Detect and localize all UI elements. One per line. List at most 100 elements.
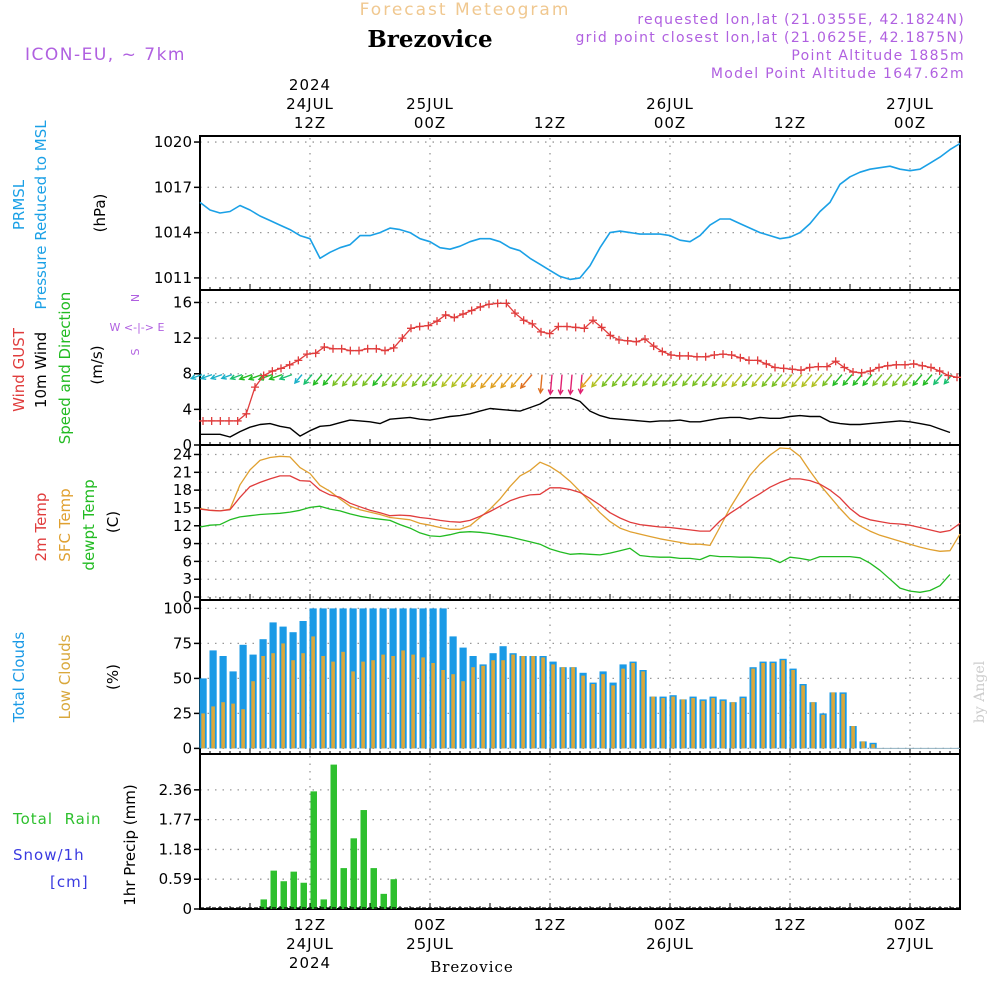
compass-n: N [129,294,142,302]
precip-panel: 0 0.59 1.18 1.77 2.36 [159,753,961,918]
wind-arrow-head [872,380,878,387]
low-cloud-bar [201,713,205,749]
time-label: 12Z [294,916,326,934]
gust-marker [285,360,294,369]
wind-arrow [569,374,573,395]
y-tick-label: 9 [182,535,192,553]
wind-arrow-head [460,381,467,389]
wind-arrow-head [580,382,587,389]
low-cloud-bar [601,674,605,749]
wind-arrow-head [322,379,329,387]
wind-arrow [902,374,913,386]
wind-arrow [622,374,633,387]
total-clouds-label: Total Clouds [10,632,28,724]
gust-marker [519,316,528,325]
low-cloud-bar [441,670,445,749]
wind-arrow-head [711,381,718,388]
rain-bar [330,764,337,909]
precip-unit-label: 1hr Precip (mm) [121,784,139,905]
sfc-temp-line [199,447,961,552]
temp-unit-label: (C) [104,511,122,533]
gust-marker [823,362,831,371]
gust-marker [641,334,649,343]
wind-arrow [441,374,453,387]
y-tick-label: 1011 [154,269,192,287]
gust-marker [381,346,389,355]
point-altitude: Point Altitude 1885m [791,48,965,64]
wind-arrow-head [912,380,919,387]
gust-marker [415,322,424,331]
gust-marker [788,365,797,374]
time-label: 12Z [534,916,566,934]
wind-arrow-head [401,381,408,388]
low-cloud-bar [531,656,535,749]
wind-arrow [751,374,763,387]
snow-unit-label: [cm] [50,873,89,891]
low-cloud-bar [361,661,365,749]
time-label: 00Z [414,916,446,934]
low-cloud-bar [291,660,295,749]
y-tick-label: 12 [173,329,192,347]
y-tick-label: 1014 [154,224,192,242]
gust-marker [433,317,441,326]
wind-arrow [611,374,623,387]
y-tick-label: 6 [182,552,192,570]
gust-marker [658,347,667,356]
time-label: 2024 [289,76,331,94]
gust-marker [251,383,259,392]
gust-marker [684,351,693,360]
gust-marker [667,351,675,360]
rain-bar [340,868,347,909]
wind-arrow-head [238,374,245,381]
gust-marker [563,322,571,331]
wind-arrow-head [411,380,418,388]
wind-arrow-head [451,381,457,388]
location-title: Brezovice [367,26,492,53]
wind-arrow [842,374,853,386]
wind-arrow-head [922,379,929,387]
gust-marker [615,335,623,344]
low-cloud-bar [861,741,865,749]
wind-arrow-head [601,381,608,388]
wind-arrow [601,374,613,387]
wind-arrow [761,374,773,387]
rain-bar [300,882,307,909]
wind-arrow [822,374,833,386]
rain-bar [280,881,287,909]
gust-marker [892,360,901,369]
low-cloud-bar [751,668,755,749]
gust-marker [632,337,641,346]
pressure-unit-label: (hPa) [91,194,109,233]
wind-arrow [221,373,233,379]
gust-marker [476,302,485,311]
wind-arrow [652,374,663,387]
wind-arrow-head [490,382,496,389]
gust-marker [571,323,580,332]
y-tick-label: 25 [173,704,192,722]
rain-bar [360,810,367,909]
gust-marker [719,350,727,359]
wind-arrow [520,374,533,389]
wind-arrow-head [811,381,818,388]
time-label: 12Z [774,114,806,132]
gust-marker [459,310,467,319]
rain-bar [320,899,327,909]
rain-bar [350,838,357,909]
model-altitude: Model Point Altitude 1647.62m [711,66,965,82]
gust-marker [528,319,537,328]
low-cloud-bar [271,653,275,749]
wind-arrow [201,373,213,380]
wind-arrow-head [229,374,236,381]
y-tick-label: 75 [173,634,192,652]
wind-arrow [702,374,713,387]
wind-arrow-head [721,381,728,388]
wind-arrow-head [761,381,768,388]
wind-arrow-head [641,380,648,387]
low-cloud-bar [241,709,245,749]
gust-marker [909,359,918,368]
wind-arrow-head [791,381,797,388]
low-cloud-bar [821,714,825,749]
temperature-labels: 2m Temp SFC Temp dewpt Temp (C) [32,479,122,570]
y-tick-label: 0 [182,436,192,454]
